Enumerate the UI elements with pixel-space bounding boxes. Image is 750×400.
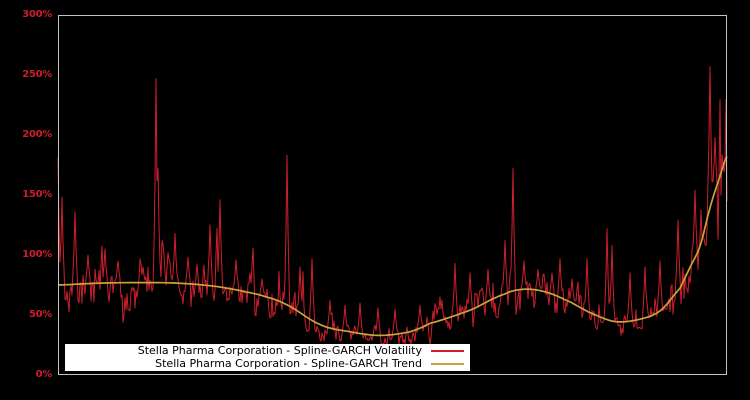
y-axis-tick-label: 250%: [22, 69, 52, 80]
y-axis-tick-label: 200%: [22, 129, 52, 140]
legend-label-trend: Stella Pharma Corporation - Spline-GARCH…: [155, 356, 422, 370]
y-axis-tick-label: 0%: [35, 369, 53, 380]
trend-series-line: [58, 156, 728, 337]
legend: Stella Pharma Corporation - Spline-GARCH…: [65, 344, 470, 371]
legend-entry-volatility: Stella Pharma Corporation - Spline-GARCH…: [65, 345, 464, 358]
plot-area-border: [58, 15, 727, 375]
legend-line-sample-volatility: [431, 350, 464, 353]
y-axis-tick-label: 100%: [22, 249, 52, 260]
y-axis-tick-label: 50%: [28, 309, 52, 320]
y-axis-tick-label: 300%: [22, 9, 52, 20]
volatility-series-line: [57, 66, 728, 345]
legend-line-sample-trend: [431, 362, 464, 365]
legend-entry-trend: Stella Pharma Corporation - Spline-GARCH…: [65, 356, 464, 371]
y-axis-tick-label: 150%: [22, 189, 52, 200]
legend-label-volatility: Stella Pharma Corporation - Spline-GARCH…: [137, 344, 422, 358]
